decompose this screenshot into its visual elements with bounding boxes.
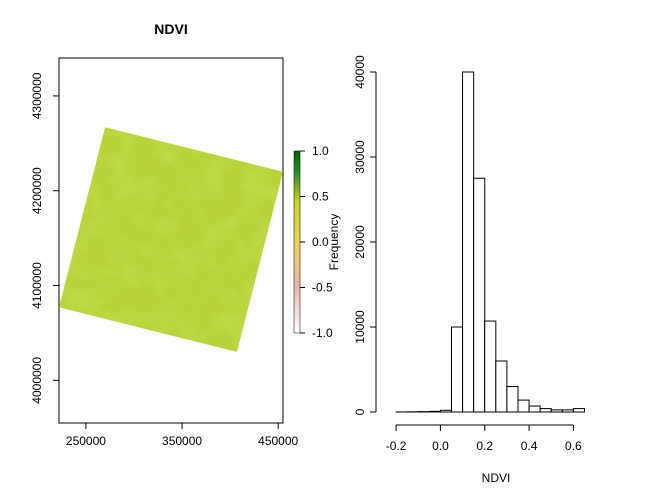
histogram-y-tick-label: 30000 [353, 140, 367, 174]
histogram-bar [439, 409, 452, 413]
colorbar-tick-label: -0.5 [312, 281, 333, 295]
histogram-bar [450, 326, 464, 413]
colorbar-tick-label: 0.5 [312, 190, 329, 204]
raster-x-axis: 250000 350000 450000 [66, 423, 299, 448]
histogram-x-tick-label: 0.6 [565, 439, 582, 453]
histogram-bar [473, 177, 486, 413]
colorbar-ticks: 1.0 0.5 0.0 -0.5 -1.0 [300, 144, 333, 340]
histogram-bar [506, 386, 519, 413]
histogram-bar [572, 408, 585, 413]
raster-y-tick-label: 4100000 [30, 262, 44, 309]
histogram-bar [462, 71, 475, 413]
histogram-x-label: NDVI [482, 471, 511, 485]
histogram-x-tick-label: 0.2 [476, 439, 493, 453]
raster-x-tick-label: 350000 [162, 434, 202, 448]
ndvi-raster-panel: NDVI 250000 350000 450000 4000000 4100000 42… [30, 21, 333, 448]
raster-title: NDVI [154, 21, 187, 37]
raster-texture [59, 127, 283, 352]
histogram-y-tick-label: 40000 [353, 55, 367, 89]
histogram-bar [550, 409, 563, 413]
histogram-bar [528, 405, 541, 413]
raster-x-tick-label: 450000 [258, 434, 298, 448]
raster-y-tick-label: 4200000 [30, 167, 44, 214]
raster-y-tick-label: 4000000 [30, 357, 44, 404]
histogram-y-tick-label: 20000 [353, 225, 367, 259]
histogram-y-axis: 0 10000 20000 30000 40000 [353, 55, 377, 415]
histogram-y-tick-label: 0 [353, 408, 367, 415]
histogram-bar [428, 410, 441, 413]
raster-x-tick-label: 250000 [66, 434, 106, 448]
histogram-x-tick-label: -0.2 [386, 439, 407, 453]
raster-y-axis: 4000000 4100000 4200000 4300000 [30, 72, 59, 404]
histogram-bar [561, 409, 574, 413]
ndvi-raster-image [59, 127, 283, 352]
histogram-bar [495, 360, 508, 413]
histogram-y-tick-label: 10000 [353, 310, 367, 344]
colorbar-gradient [293, 150, 301, 334]
raster-plot-frame [58, 57, 284, 424]
colorbar-tick-label: -1.0 [312, 326, 333, 340]
colorbar-tick-label: 0.0 [312, 235, 329, 249]
histogram-x-tick-label: 0.4 [521, 439, 538, 453]
raster-y-tick-label: 4300000 [30, 72, 44, 119]
histogram-bar [484, 320, 497, 413]
histogram-x-tick-label: 0.0 [432, 439, 449, 453]
ndvi-histogram-panel: -0.2 0.0 0.2 0.4 0.6 0 10000 20000 30000 40000 N… [327, 55, 585, 485]
histogram-y-label: Frequency [327, 214, 341, 271]
histogram-bar [517, 399, 530, 413]
histogram-bars [395, 71, 585, 413]
ndvi-colorbar: 1.0 0.5 0.0 -0.5 -1.0 [293, 144, 333, 340]
histogram-bar [539, 408, 552, 413]
colorbar-tick-label: 1.0 [312, 144, 329, 158]
histogram-x-axis: -0.2 0.0 0.2 0.4 0.6 [386, 424, 582, 453]
